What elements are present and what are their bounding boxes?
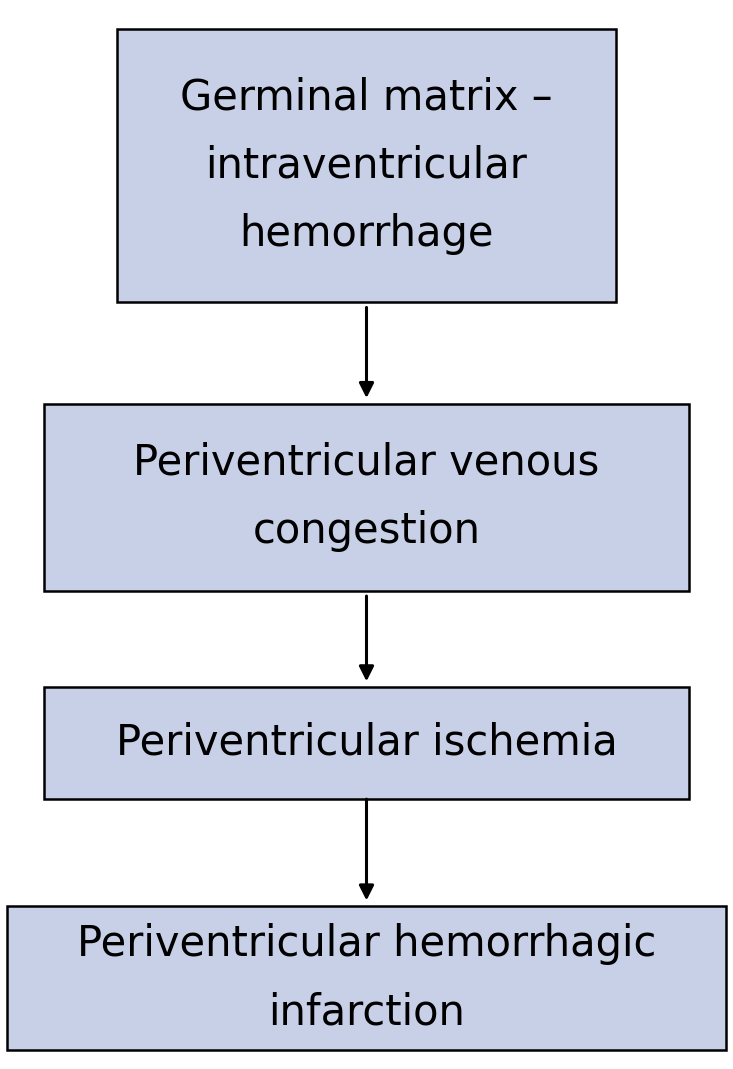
- Text: Periventricular ischemia: Periventricular ischemia: [116, 722, 617, 764]
- FancyBboxPatch shape: [7, 905, 726, 1050]
- FancyBboxPatch shape: [117, 29, 616, 301]
- FancyBboxPatch shape: [44, 687, 689, 800]
- Text: Periventricular venous
congestion: Periventricular venous congestion: [133, 441, 600, 553]
- Text: Germinal matrix –
intraventricular
hemorrhage: Germinal matrix – intraventricular hemor…: [180, 76, 553, 255]
- Text: Periventricular hemorrhagic
infarction: Periventricular hemorrhagic infarction: [77, 923, 656, 1034]
- FancyBboxPatch shape: [44, 403, 689, 590]
